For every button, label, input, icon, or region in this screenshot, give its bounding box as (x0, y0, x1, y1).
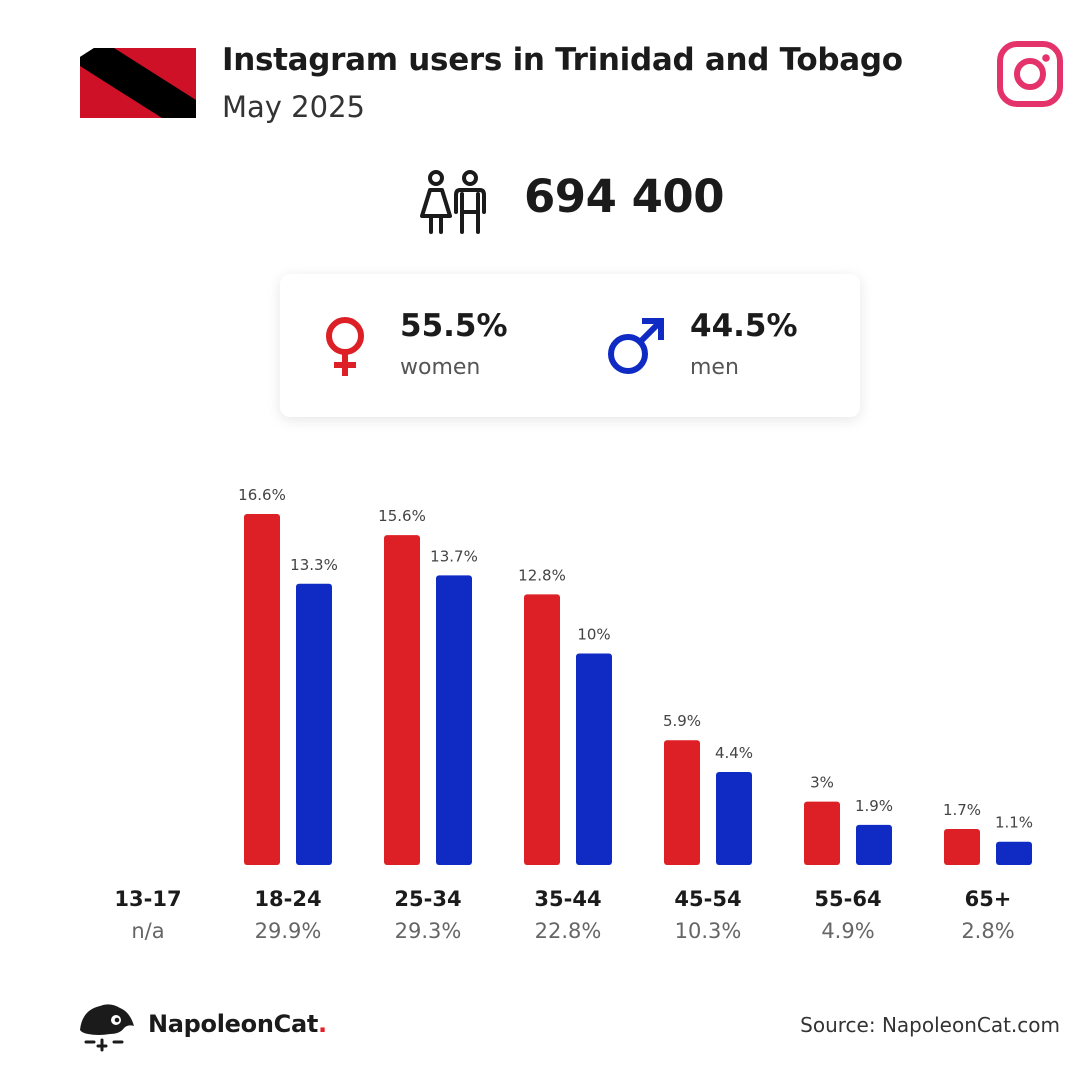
bar-65+-s1 (996, 841, 1032, 865)
female-symbol-icon (326, 317, 364, 376)
bar-25-34-s1 (436, 575, 472, 865)
age-group-label: 35-44 (534, 887, 601, 911)
age-group-total: 22.8% (535, 919, 602, 943)
bar-55-64-s0 (804, 801, 840, 865)
bar-value-label: 4.4% (715, 744, 753, 762)
bar-25-34-s0 (384, 535, 420, 865)
age-group-label: 18-24 (254, 887, 321, 911)
bar-45-54-s1 (716, 771, 752, 865)
age-group-total: 29.3% (395, 919, 462, 943)
age-group-label: 65+ (965, 887, 1012, 911)
women-label: women (400, 355, 481, 380)
source-note: Source: NapoleonCat.com (800, 1013, 1060, 1037)
bar-value-label: 13.7% (430, 547, 478, 565)
brand-name: NapoleonCat. (148, 1010, 327, 1038)
bar-value-label: 10% (577, 626, 610, 644)
male-symbol-icon (608, 318, 664, 374)
women-percentage: 55.5% (400, 308, 508, 344)
bar-45-54-s0 (664, 740, 700, 865)
age-group-total: n/a (131, 919, 164, 943)
bar-value-label: 15.6% (378, 507, 426, 525)
bar-35-44-s1 (576, 653, 612, 865)
bar-55-64-s1 (856, 824, 892, 865)
men-label: men (690, 355, 739, 380)
age-group-label: 13-17 (114, 887, 181, 911)
people-icon (420, 170, 486, 234)
age-group-label: 45-54 (674, 887, 741, 911)
men-percentage: 44.5% (690, 308, 798, 344)
bar-18-24-s0 (244, 514, 280, 865)
gender-split-card: 55.5% women 44.5% men (280, 274, 860, 417)
age-group-label: 55-64 (814, 887, 881, 911)
bar-18-24-s1 (296, 583, 332, 865)
bar-value-label: 1.7% (943, 801, 981, 819)
age-group-total: 2.8% (961, 919, 1014, 943)
age-group-total: 10.3% (675, 919, 742, 943)
instagram-icon (997, 41, 1063, 107)
age-group-label: 25-34 (394, 887, 461, 911)
age-group-total: 4.9% (821, 919, 874, 943)
bar-value-label: 5.9% (663, 712, 701, 730)
age-gender-bar-chart: 13-17 n/a 16.6% 13.3% 18-24 29.9% 15.6% 13.7% 25… (114, 486, 1033, 943)
age-group-total: 29.9% (255, 919, 322, 943)
bar-value-label: 12.8% (518, 566, 566, 584)
brand-name-text: NapoleonCat (148, 1010, 319, 1038)
page-subtitle: May 2025 (222, 90, 365, 124)
page-title: Instagram users in Trinidad and Tobago (222, 42, 903, 78)
bar-value-label: 1.1% (995, 814, 1033, 832)
total-users-count: 694 400 (524, 170, 725, 223)
bar-35-44-s0 (524, 594, 560, 865)
bar-value-label: 13.3% (290, 556, 338, 574)
napoleoncat-logo-icon (80, 1004, 134, 1052)
bar-value-label: 16.6% (238, 486, 286, 504)
bar-value-label: 3% (810, 774, 834, 792)
bar-65+-s0 (944, 829, 980, 865)
bar-value-label: 1.9% (855, 797, 893, 815)
trinidad-and-tobago-flag-icon (80, 48, 196, 118)
brand-dot: . (318, 1010, 327, 1038)
